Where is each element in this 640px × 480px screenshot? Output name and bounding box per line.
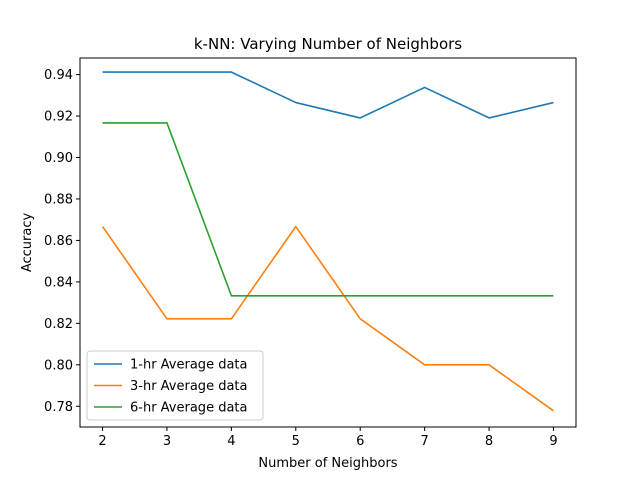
y-tick-label: 0.92 [44, 110, 73, 125]
plot-frame [79, 57, 577, 428]
series-line-1 [102, 71, 554, 119]
legend-label-2: 3-hr Average data [130, 379, 247, 394]
x-tick-label: 9 [549, 434, 557, 449]
x-axis: 2 3 4 5 6 7 8 9 [98, 427, 558, 449]
y-tick-label: 0.86 [44, 234, 73, 249]
y-tick-label: 0.80 [44, 358, 73, 373]
series-layer [101, 71, 554, 412]
y-tick-label: 0.84 [44, 275, 73, 290]
series-line-2 [101, 225, 554, 412]
y-tick-label: 0.90 [44, 151, 73, 166]
y-tick-label: 0.82 [44, 317, 73, 332]
y-axis-label: Accuracy [20, 213, 35, 273]
legend: 1-hr Average data 3-hr Average data 6-hr A… [86, 350, 264, 421]
x-tick-label: 2 [98, 434, 106, 449]
y-tick-label: 0.88 [44, 192, 73, 207]
x-tick-label: 7 [420, 434, 428, 449]
y-tick-label: 0.94 [44, 68, 73, 83]
x-tick-label: 6 [356, 434, 364, 449]
x-tick-label: 3 [163, 434, 171, 449]
y-axis: 0.78 0.80 0.82 0.84 0.86 0.88 0.90 0.92 0.94 [44, 68, 80, 415]
legend-frame [86, 350, 264, 421]
x-tick-label: 5 [292, 434, 300, 449]
y-tick-label: 0.78 [44, 400, 73, 415]
x-axis-label: Number of Neighbors [258, 456, 397, 471]
chart-title: k-NN: Varying Number of Neighbors [194, 35, 462, 53]
plot-area: 2 3 4 5 6 7 8 9 0.78 0.80 0.82 0.84 0.86 0.88 0.90 0.9… [44, 57, 577, 449]
legend-label-1: 1-hr Average data [130, 358, 247, 373]
series-line-3 [102, 122, 554, 297]
x-tick-label: 4 [227, 434, 235, 449]
legend-label-3: 6-hr Average data [130, 401, 247, 416]
x-tick-label: 8 [485, 434, 493, 449]
